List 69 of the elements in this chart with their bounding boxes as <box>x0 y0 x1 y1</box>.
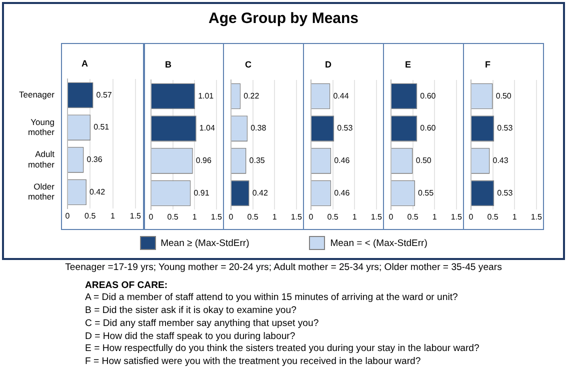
x-tick-label: 0.5 <box>84 211 96 220</box>
x-tick-label: 1.5 <box>290 212 303 222</box>
text: Teenager =17-19 yrs; Young mother = 20-24 yrs; Adult mother = 25-34 yrs; Older mother = 35-45 years <box>64 262 503 275</box>
x-tick-label: 0.5 <box>487 212 499 222</box>
data-label: 0.42 <box>89 187 106 196</box>
data-label: 0.36 <box>86 155 103 164</box>
x-tick-label: 0.5 <box>247 212 259 222</box>
x-tick-label: 1.5 <box>530 212 543 222</box>
data-label: 0.91 <box>194 188 210 198</box>
x-tick-label: 1 <box>432 212 438 222</box>
data-label: 0.43 <box>492 156 509 166</box>
x-tick-label: 1 <box>272 212 278 222</box>
data-label: 0.51 <box>94 122 110 132</box>
x-tick-label: 0.5 <box>327 212 339 222</box>
data-label: 0.50 <box>496 91 512 100</box>
legend-label: Mean ≥ (Max-StdErr) <box>160 238 250 248</box>
data-label: 0.38 <box>250 124 267 133</box>
data-label: 0.22 <box>244 91 260 100</box>
x-tick-label: 0 <box>308 212 314 222</box>
text: D = How did the staff speak to you during labour? <box>84 330 296 344</box>
data-label: 0.96 <box>196 156 212 166</box>
data-label: 0.46 <box>334 156 350 166</box>
legend-label: Mean = < (Max-StdErr) <box>330 238 428 248</box>
x-tick-label: 1.5 <box>130 211 142 220</box>
y-tick-label: Older mother <box>28 181 55 202</box>
text: A = Did a member of staff attend to you within 15 minutes of arriving at the ward or unit? <box>84 292 459 306</box>
x-tick-label: 1.5 <box>210 212 223 222</box>
data-label: 0.44 <box>333 91 350 100</box>
y-tick-label: Young mother <box>28 116 55 137</box>
x-tick-label: 1.5 <box>370 212 383 222</box>
data-label: 0.60 <box>420 124 436 133</box>
x-tick-label: 1 <box>192 212 198 222</box>
x-tick-label: 1 <box>110 211 116 220</box>
text: F = How satisfied were you with the treatment you received in the labour ward? <box>84 356 422 369</box>
chart-title: F <box>485 59 491 70</box>
x-tick-label: 0 <box>148 212 154 222</box>
data-label: 0.57 <box>96 90 112 100</box>
x-tick-label: 1 <box>512 212 518 222</box>
data-label: 0.46 <box>334 188 350 198</box>
data-label: 0.55 <box>418 188 434 198</box>
chart-title: B <box>165 59 172 70</box>
text: AREAS OF CARE: <box>84 280 169 292</box>
text: B = Did the sister ask if it is okay to examine you? <box>84 305 298 318</box>
text: Age Group by Means <box>207 10 360 27</box>
text: C = Did any staff member say anything that upset you? <box>84 318 320 331</box>
data-label: 0.53 <box>497 188 514 198</box>
data-label: 0.50 <box>416 156 432 166</box>
data-label: 1.04 <box>199 124 216 133</box>
chart-title: C <box>245 59 252 70</box>
x-tick-label: 1 <box>352 212 358 222</box>
x-tick-label: 0 <box>228 212 234 222</box>
text: E = How respectfully do you think the sisters treated you during your stay in the labour ward? <box>84 343 480 356</box>
chart-title: D <box>325 59 332 70</box>
x-tick-label: 0.5 <box>407 212 419 222</box>
chart-title: E <box>405 59 412 70</box>
y-tick-label: Adult mother <box>28 149 56 170</box>
data-label: 0.60 <box>420 91 436 100</box>
x-tick-label: 0.5 <box>167 212 179 222</box>
y-tick-label: Teenager <box>18 90 55 100</box>
data-label: 0.35 <box>249 156 266 166</box>
data-label: 1.01 <box>198 91 214 100</box>
data-label: 0.53 <box>337 124 354 133</box>
x-tick-label: 1.5 <box>450 212 463 222</box>
data-label: 0.42 <box>252 188 268 198</box>
x-tick-label: 0 <box>65 211 70 220</box>
x-tick-label: 0 <box>468 212 474 222</box>
x-tick-label: 0 <box>388 212 394 222</box>
chart-title: A <box>81 58 88 68</box>
data-label: 0.53 <box>497 124 514 133</box>
